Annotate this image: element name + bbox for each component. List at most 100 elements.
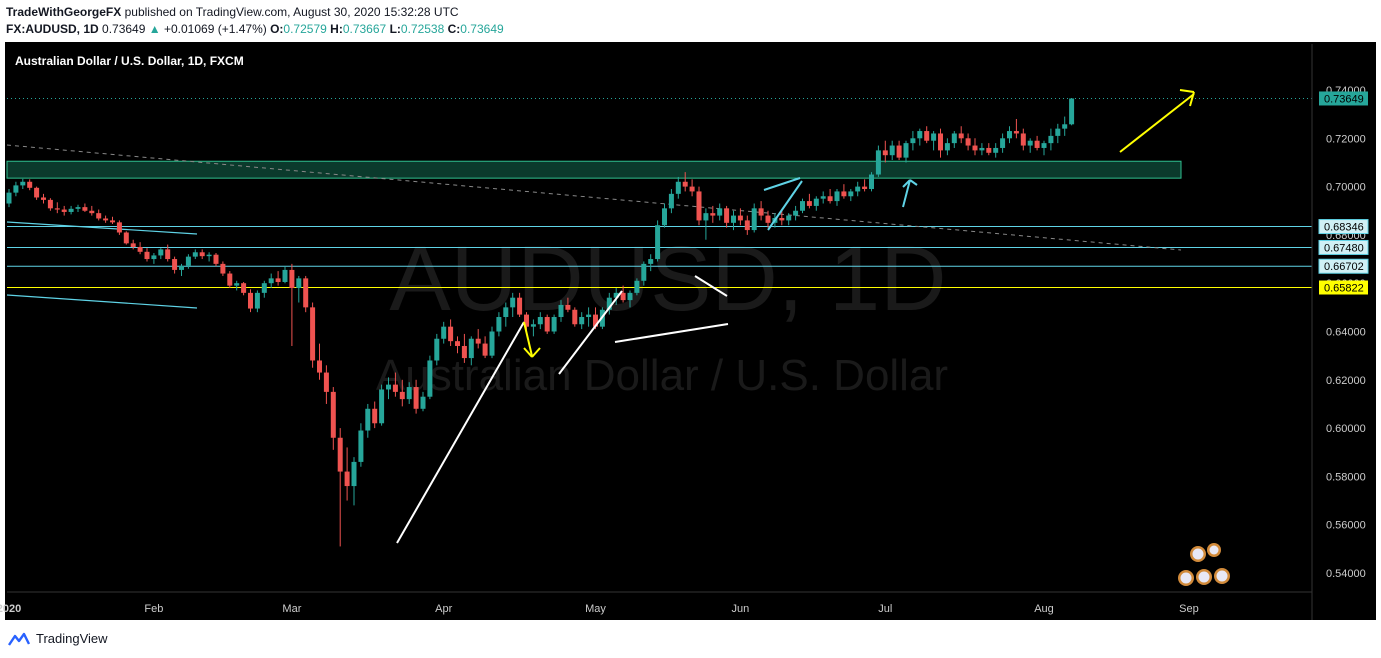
yellow-arrow-head	[523, 347, 533, 358]
candle-body	[165, 249, 171, 260]
yellow-arrow-line	[523, 321, 533, 357]
candle-body	[696, 191, 702, 221]
candle-body	[882, 150, 888, 156]
candle-body	[344, 471, 350, 487]
candle-body	[710, 213, 716, 216]
candle-body	[254, 292, 260, 309]
candle-body	[800, 201, 805, 211]
candle-body	[862, 186, 868, 190]
candle-body	[737, 215, 743, 221]
candle-body	[806, 201, 812, 206]
candle-body	[510, 297, 516, 308]
candle-body	[1041, 143, 1047, 148]
candle-body	[130, 243, 136, 247]
candle-body	[399, 391, 405, 400]
candle-body	[1000, 138, 1006, 148]
low-value: 0.72538	[400, 22, 445, 36]
candle-body	[917, 131, 923, 139]
candle-body	[427, 360, 433, 397]
candle-body	[786, 215, 792, 221]
candle-body	[179, 265, 184, 270]
x-tick-label: Feb	[144, 603, 163, 615]
watermark-name: Australian Dollar / U.S. Dollar	[376, 351, 948, 400]
price-label: 0.67480	[1324, 242, 1364, 254]
cyan-wedge-line	[767, 180, 803, 231]
published-text: published on TradingView.com, August 30,…	[124, 5, 459, 19]
candle-body	[68, 208, 74, 212]
uptrend-line	[558, 290, 623, 375]
candle-body	[979, 147, 985, 151]
yellow-arrow-line	[1119, 93, 1195, 153]
candle-body	[275, 278, 281, 282]
candle-body	[1007, 131, 1012, 139]
candle-body	[875, 150, 881, 175]
y-tick-label: 0.56000	[1326, 520, 1366, 532]
candle-body	[392, 384, 398, 392]
candle-body	[593, 314, 598, 327]
candle-body	[606, 297, 612, 310]
flag-icon	[1192, 548, 1204, 560]
candle-body	[758, 208, 764, 216]
candle-body	[1055, 128, 1061, 136]
uptrend-line	[396, 321, 525, 544]
candle-body	[827, 196, 833, 202]
candle-body	[489, 331, 495, 356]
candle-body	[503, 307, 509, 318]
y-tick-label: 0.54000	[1326, 568, 1366, 580]
candle-body	[317, 360, 322, 373]
candle-body	[27, 181, 33, 188]
candle-body	[668, 193, 674, 209]
candle-body	[151, 255, 157, 260]
candle-body	[34, 187, 40, 198]
candle-body	[1062, 124, 1068, 129]
candle-body	[931, 133, 937, 141]
candle-body	[323, 372, 329, 392]
watermark-symbol: AUDUSD, 1D	[389, 228, 946, 330]
tradingview-logo-icon	[8, 632, 30, 646]
candle-body	[524, 314, 529, 327]
y-tick-label: 0.70000	[1326, 182, 1366, 194]
candle-body	[682, 181, 688, 187]
candle-body	[896, 145, 902, 158]
candle-body	[20, 181, 26, 186]
candle-body	[282, 269, 288, 282]
price-label-box	[1319, 91, 1368, 106]
candle-body	[986, 147, 992, 153]
author-name[interactable]: TradeWithGeorgeFX	[6, 5, 122, 19]
candle-body	[613, 292, 619, 298]
candle-body	[289, 269, 295, 289]
candle-body	[372, 408, 378, 424]
candle-body	[634, 280, 640, 293]
candle-body	[296, 278, 302, 289]
candle-body	[420, 396, 426, 409]
flag-icon	[1209, 545, 1219, 555]
candle-body	[993, 147, 999, 153]
candle-body	[765, 215, 771, 223]
candle-body	[199, 252, 205, 257]
candle-body	[675, 181, 681, 194]
candle-body	[572, 309, 578, 325]
candle-body	[123, 232, 129, 244]
cyan-wedge-line	[763, 177, 801, 191]
chart-area[interactable]	[5, 42, 1376, 620]
candle-body	[620, 292, 626, 301]
resistance-trendline	[694, 275, 728, 297]
candle-body	[496, 317, 502, 332]
candle-body	[1048, 135, 1054, 144]
tradingview-brand[interactable]: TradingView	[36, 631, 108, 646]
candle-body	[337, 437, 343, 472]
flag-icon	[1216, 570, 1228, 582]
price-label: 0.73649	[1324, 93, 1364, 105]
candle-body	[379, 389, 385, 424]
candle-body	[662, 208, 667, 226]
candle-body	[903, 143, 909, 158]
candle-body	[303, 278, 309, 308]
candle-body	[475, 338, 481, 344]
price-change: +0.01069 (+1.47%)	[163, 22, 267, 36]
resistance-zone	[6, 160, 1182, 179]
cyan-trendline	[6, 221, 198, 235]
candle-body	[268, 278, 274, 284]
candle-body	[944, 143, 950, 151]
flag-icon	[1198, 571, 1210, 583]
